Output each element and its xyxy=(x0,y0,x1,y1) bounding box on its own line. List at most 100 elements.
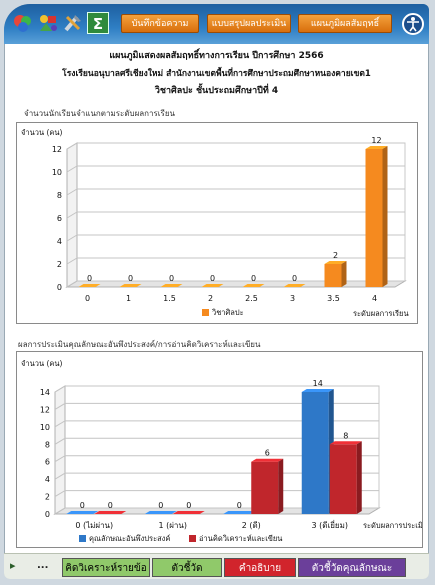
y-tick-label: 2 xyxy=(57,260,62,269)
data-label: 14 xyxy=(313,379,323,388)
bar xyxy=(324,264,342,287)
gridline xyxy=(66,165,405,173)
bar-top xyxy=(324,261,347,264)
tab-description[interactable]: คำอธิบาย xyxy=(224,558,296,577)
gridline xyxy=(54,455,379,463)
school-name: โรงเรียนอนุบาลศรีเชียงใหม่ สำนักงานเขตพื… xyxy=(62,69,371,79)
x-tick-label: 1 xyxy=(126,294,131,303)
toolbar: Σ บันทึกข้อความ แบบสรุปผลประเมิน แผนภูมิ… xyxy=(4,4,429,44)
x-tick-label: 0 xyxy=(85,294,90,303)
data-label: 8 xyxy=(343,431,348,440)
tab-attribute-indicators[interactable]: ตัวชี้วัดคุณลักษณะ xyxy=(298,558,406,577)
legend-label: วิชาศิลปะ xyxy=(211,308,243,317)
x-tick-label: 4 xyxy=(372,294,377,303)
memo-button[interactable]: บันทึกข้อความ xyxy=(121,14,199,33)
gridline xyxy=(54,402,379,410)
data-label: 0 xyxy=(186,501,191,510)
data-label: 0 xyxy=(251,274,256,283)
bar xyxy=(251,461,279,514)
plot-floor xyxy=(65,280,407,288)
legend-swatch xyxy=(189,535,196,542)
y-tick-label: 6 xyxy=(57,214,62,223)
achievement-chart-button[interactable]: แผนภูมิผลสัมฤทธิ์ xyxy=(298,14,392,33)
bar-top xyxy=(172,511,205,514)
y-tick-label: 8 xyxy=(45,440,50,449)
gridline xyxy=(66,257,405,265)
subject-grade: วิชาศิลปะ ชั้นประถมศึกษาปีที่ 4 xyxy=(154,86,279,96)
tab-item-analysis[interactable]: คิดวิเคราะห์รายข้อ xyxy=(62,558,150,577)
accessibility-icon[interactable] xyxy=(402,13,424,35)
bar-top xyxy=(242,284,265,287)
chart2-section-title: ผลการประเมินคุณลักษณะอันพึงประสงค์/การอ่… xyxy=(18,340,261,349)
bar-side xyxy=(341,261,347,287)
gridline xyxy=(66,142,405,150)
data-label: 0 xyxy=(158,501,163,510)
y-tick-label: 10 xyxy=(40,423,50,432)
y-tick-label: 12 xyxy=(52,145,62,154)
bar xyxy=(365,149,383,287)
x-axis-label: ระดับผลการประเมิน xyxy=(363,521,422,530)
legend-label: คุณลักษณะอันพึงประสงค์ xyxy=(89,534,170,543)
gridline xyxy=(54,385,379,393)
bar-top xyxy=(201,284,224,287)
sum-icon[interactable]: Σ xyxy=(87,12,109,34)
plot-side-wall xyxy=(54,385,66,515)
data-label: 2 xyxy=(333,251,338,260)
y-tick-label: 4 xyxy=(45,475,50,484)
tab-scroll-arrow[interactable]: ▸ xyxy=(10,559,16,572)
report-title: แผนภูมิแสดงผลสัมฤทธิ์ทางการเรียน ปีการศึ… xyxy=(109,51,324,61)
bar-top xyxy=(365,146,388,149)
x-tick-label: 2 (ดี) xyxy=(242,521,261,530)
data-label: 12 xyxy=(371,136,381,145)
bar-top xyxy=(94,511,127,514)
x-tick-label: 2 xyxy=(208,294,213,303)
gridline xyxy=(54,437,379,445)
app-window: Σ บันทึกข้อความ แบบสรุปผลประเมิน แผนภูมิ… xyxy=(4,4,429,579)
color-palette-icon[interactable] xyxy=(12,12,34,34)
bar-side xyxy=(382,146,388,287)
bar-side xyxy=(278,458,284,514)
bar xyxy=(301,392,329,514)
bar-top xyxy=(301,389,334,392)
evaluation-summary-button[interactable]: แบบสรุปผลประเมิน xyxy=(207,14,291,33)
gridline xyxy=(66,280,405,288)
bar-top xyxy=(283,284,306,287)
grade-chart: 0 2 4 6 8 10 12 จำนวน (คน) 0 0 1 0 1.5 0 2 0 2.5 0 3 0 3.5 2 4… xyxy=(16,122,418,324)
gridline xyxy=(54,420,379,428)
data-label: 0 xyxy=(80,501,85,510)
y-tick-label: 6 xyxy=(45,458,50,467)
y-tick-label: 8 xyxy=(57,191,62,200)
x-tick-label: 3 xyxy=(290,294,295,303)
y-tick-label: 12 xyxy=(40,405,50,414)
bar-side xyxy=(356,441,362,514)
tools-icon[interactable] xyxy=(62,12,84,34)
bar-top xyxy=(78,284,101,287)
chart1-section-title: จำนวนนักเรียนจำแนกตามระดับผลการเรียน xyxy=(24,109,175,118)
y-tick-label: 14 xyxy=(40,388,50,397)
data-label: 0 xyxy=(237,501,242,510)
bar-top xyxy=(66,511,99,514)
y-axis-label: จำนวน (คน) xyxy=(21,359,63,368)
gridline xyxy=(66,211,405,219)
x-tick-label: 3.5 xyxy=(327,294,340,303)
y-tick-label: 0 xyxy=(57,283,62,292)
tab-more-ellipsis[interactable]: ... xyxy=(37,560,49,571)
y-tick-label: 10 xyxy=(52,168,62,177)
legend-swatch xyxy=(202,309,209,316)
data-label: 0 xyxy=(87,274,92,283)
bar-top xyxy=(223,511,256,514)
y-tick-label: 2 xyxy=(45,493,50,502)
shapes-icon[interactable] xyxy=(37,12,59,34)
bar-top xyxy=(251,458,284,462)
attribute-chart: 0 2 4 6 8 10 12 14 จำนวน (คน) 0 (ไม่ผ่าน) 0 0 1 (ผ่า… xyxy=(16,351,428,548)
sheet-tab-bar: ▸ ... คิดวิเคราะห์รายข้อ ตัวชี้วัด คำอธิ… xyxy=(4,553,429,579)
x-tick-label: 1.5 xyxy=(163,294,176,303)
tab-indicators[interactable]: ตัวชี้วัด xyxy=(152,558,222,577)
legend-label: อ่านคิดวิเคราะห์และเขียน xyxy=(199,534,282,543)
data-label: 0 xyxy=(108,501,113,510)
bar-top xyxy=(329,441,362,445)
bar xyxy=(329,444,357,514)
data-label: 6 xyxy=(265,449,270,458)
x-tick-label: 0 (ไม่ผ่าน) xyxy=(75,521,113,530)
y-axis-label: จำนวน (คน) xyxy=(21,128,63,137)
